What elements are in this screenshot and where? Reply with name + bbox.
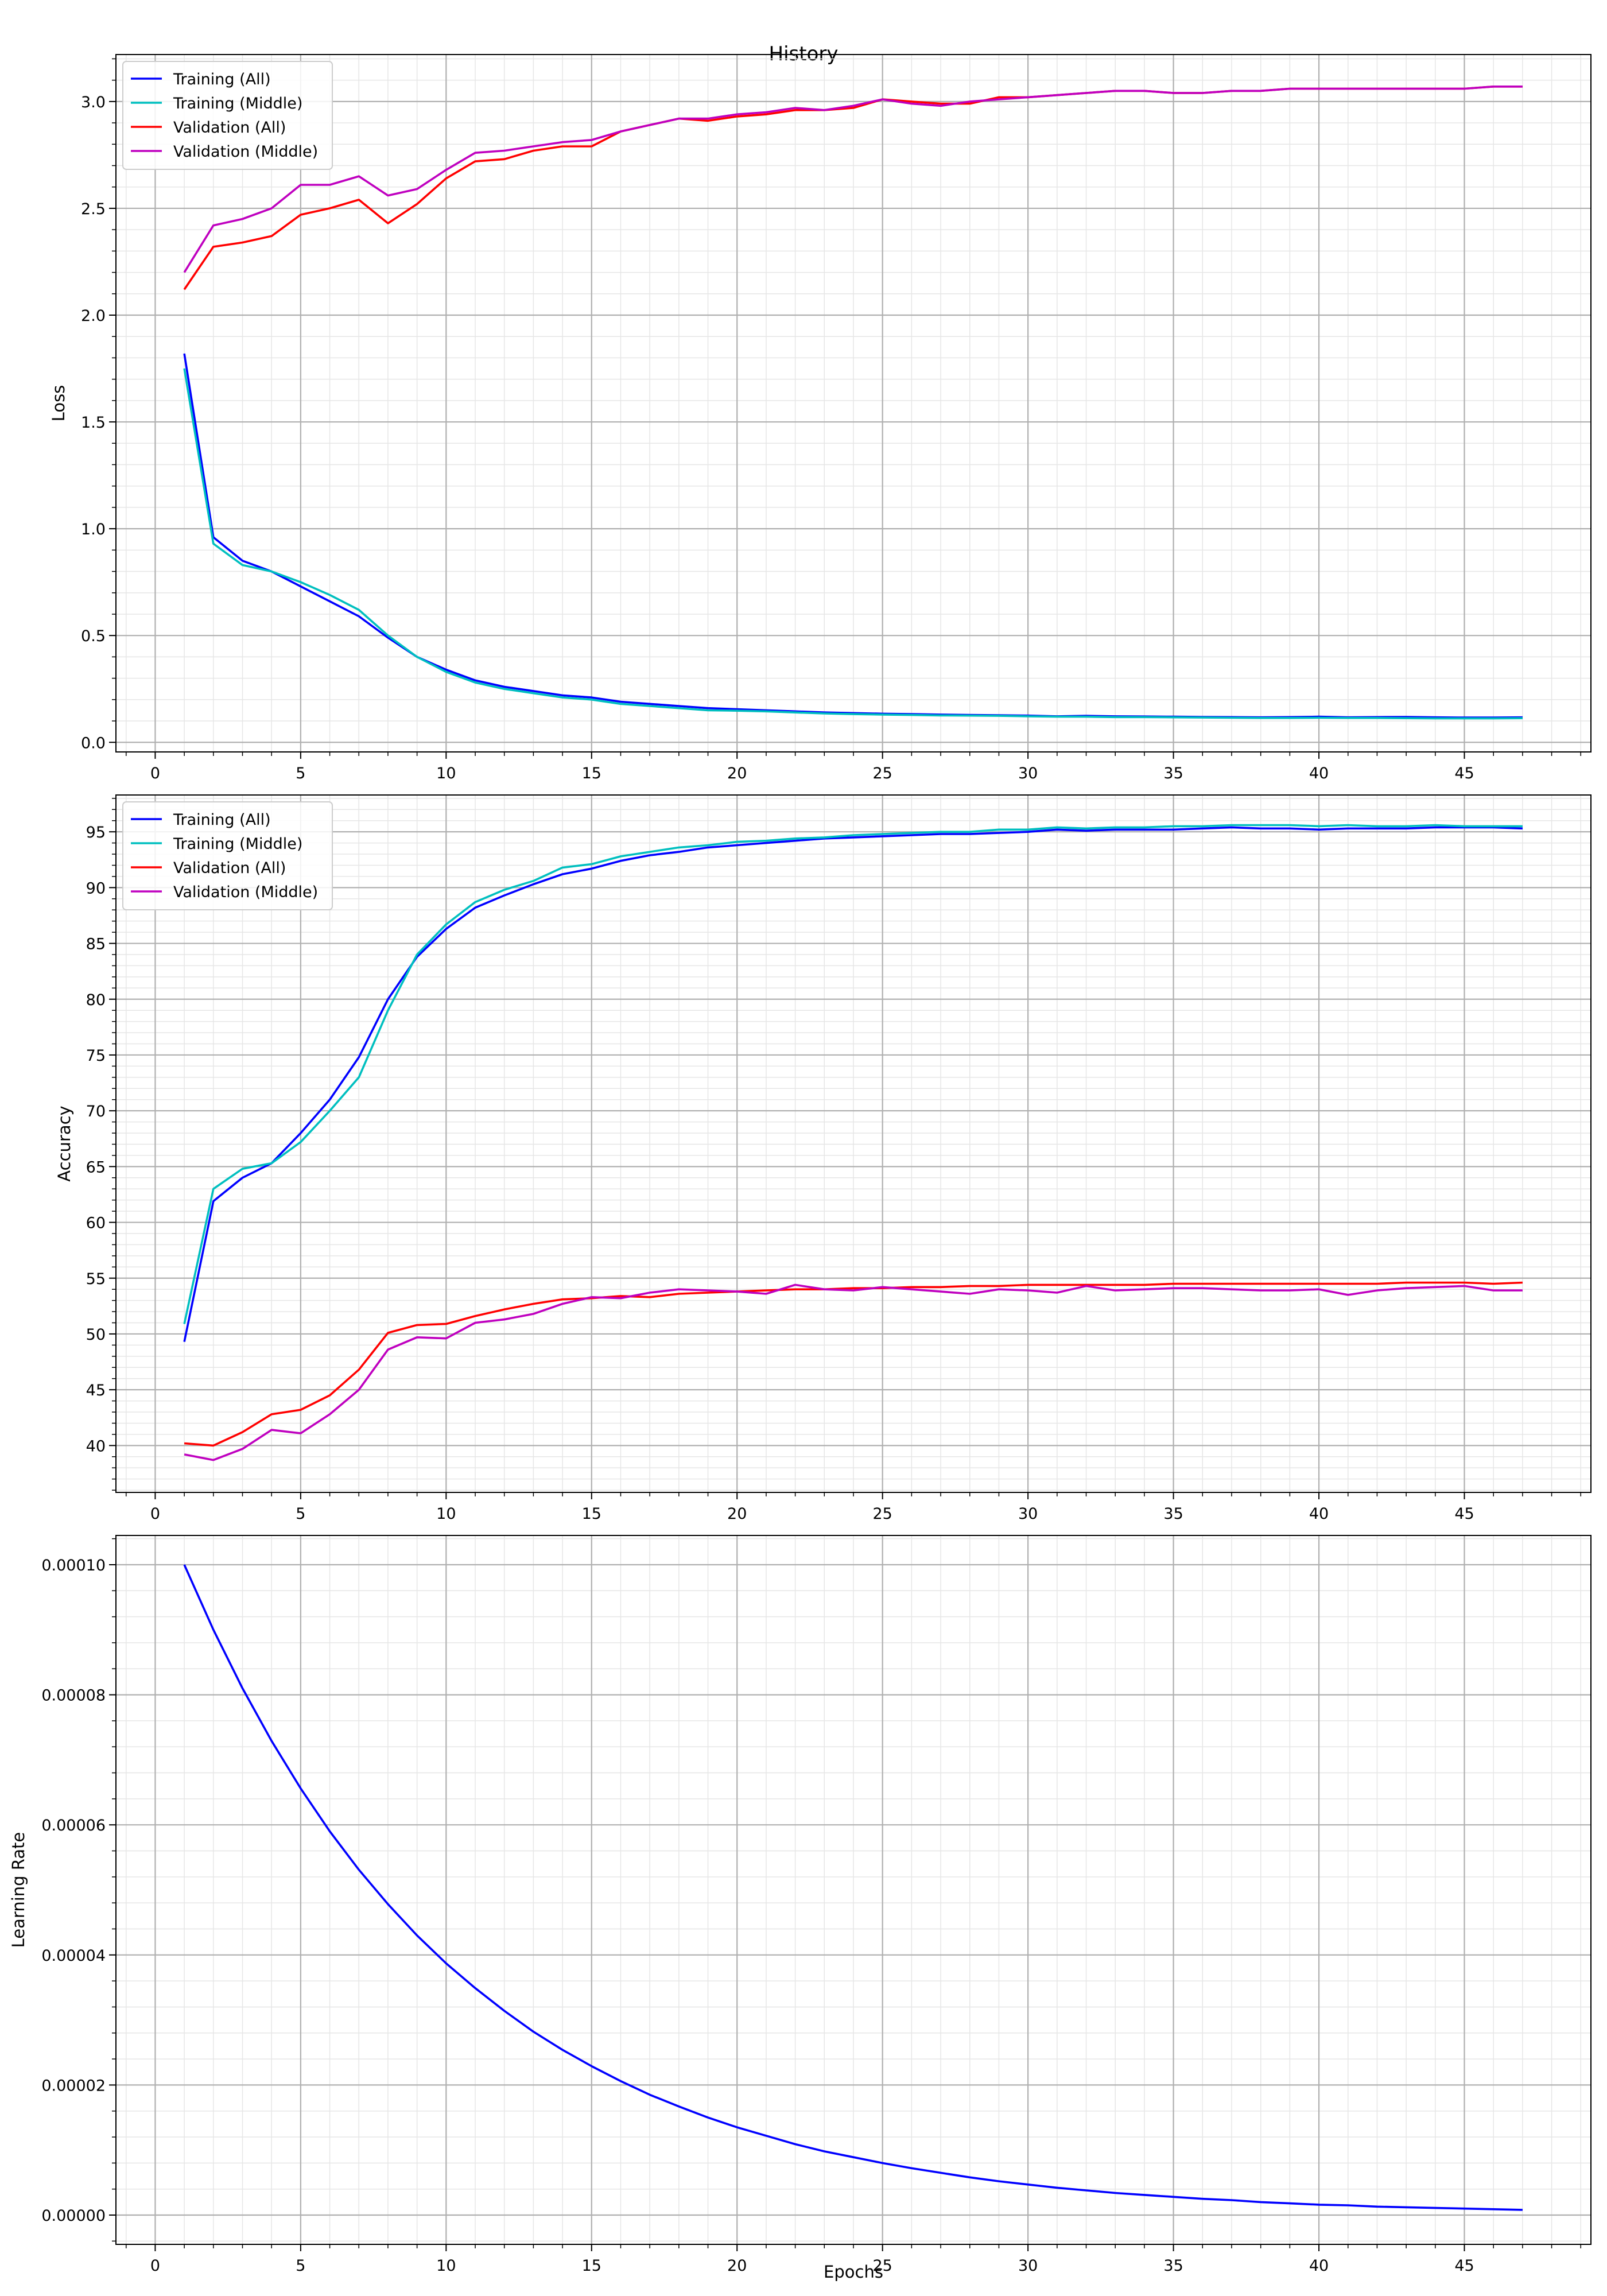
x-tick-label: 20 xyxy=(727,1505,747,1523)
y-tick-label: 0.00002 xyxy=(41,2077,106,2095)
x-tick-label: 10 xyxy=(436,765,456,782)
plot-frame xyxy=(115,54,1592,753)
y-tick-label: 0.00004 xyxy=(41,1947,106,1965)
legend: Training (All) Training (Middle) Validatio… xyxy=(122,801,333,910)
x-tick-label: 20 xyxy=(727,2257,747,2275)
x-tick-label: 45 xyxy=(1454,2257,1474,2275)
chart-panels: 0 5 10 15 20 25 30 35 40 45 0.0 0.5 1.0 1.5 2.0 2.5 3.0 L… xyxy=(9,54,1592,2275)
y-tick-label: 3.0 xyxy=(81,94,106,111)
x-tick-label: 30 xyxy=(1018,2257,1038,2275)
y-tick-label: 40 xyxy=(86,1437,106,1455)
chart-panel-1: 0 5 10 15 20 25 30 35 40 45 0.0 0.5 1.0 1.5 2.0 2.5 3.0 L… xyxy=(49,54,1592,782)
x-tick-label: 15 xyxy=(582,765,601,782)
series-line-validation-middle xyxy=(183,86,1523,273)
legend-label: Validation (All) xyxy=(173,859,286,877)
y-tick-label: 85 xyxy=(86,936,106,953)
series-line-validation-all xyxy=(184,1281,1523,1447)
y-tick-label: 1.5 xyxy=(81,414,106,432)
x-tick-label: 0 xyxy=(150,1505,160,1523)
x-tick-label: 25 xyxy=(873,2257,892,2275)
legend: Training (All) Training (Middle) Validatio… xyxy=(122,61,333,170)
x-tick-label: 40 xyxy=(1309,2257,1329,2275)
legend-box xyxy=(122,61,333,170)
legend-box xyxy=(122,801,333,910)
x-tick-label: 5 xyxy=(296,765,305,782)
y-tick-label: 50 xyxy=(86,1326,106,1344)
x-tick-label: 35 xyxy=(1163,2257,1183,2275)
plot-frame xyxy=(115,794,1592,1493)
y-tick-label: 0.5 xyxy=(81,627,106,645)
x-tick-label: 35 xyxy=(1163,1505,1183,1523)
y-tick-label: 0.00006 xyxy=(41,1817,106,1835)
y-tick-label: 0.00008 xyxy=(41,1687,106,1705)
x-tick-label: 25 xyxy=(873,765,892,782)
y-tick-label: 90 xyxy=(86,879,106,897)
x-tick-label: 45 xyxy=(1454,765,1474,782)
legend-label: Training (All) xyxy=(173,71,271,88)
x-tick-label: 10 xyxy=(436,1505,456,1523)
y-tick-label: 45 xyxy=(86,1382,106,1399)
y-tick-label: 65 xyxy=(86,1158,106,1176)
y-tick-label: 2.5 xyxy=(81,200,106,218)
x-tick-label: 40 xyxy=(1309,1505,1329,1523)
y-tick-label: 0.0 xyxy=(81,734,106,752)
x-axis-label: Epochs xyxy=(824,2262,883,2282)
y-axis-label: Accuracy xyxy=(55,1106,74,1181)
legend-label: Training (Middle) xyxy=(173,95,302,113)
y-tick-label: 80 xyxy=(86,991,106,1009)
x-tick-label: 15 xyxy=(582,2257,601,2275)
series-line-training-middle xyxy=(183,368,1523,720)
y-tick-label: 2.0 xyxy=(81,307,106,325)
series-line-learning-rate xyxy=(183,1564,1523,2211)
x-tick-label: 25 xyxy=(873,1505,892,1523)
x-tick-label: 5 xyxy=(296,2257,305,2275)
legend-label: Validation (All) xyxy=(173,119,286,137)
x-tick-label: 40 xyxy=(1309,765,1329,782)
y-tick-label: 55 xyxy=(86,1270,106,1288)
y-axis-label: Loss xyxy=(49,385,68,422)
x-tick-label: 15 xyxy=(582,1505,601,1523)
chart-panel-2: 0 5 10 15 20 25 30 35 40 45 40 45 50 55 60 65 70 75 80 85 90… xyxy=(55,794,1592,1523)
y-tick-label: 1.0 xyxy=(81,521,106,538)
y-tick-label: 0.00000 xyxy=(41,2207,106,2225)
chart-panel-3: 0 5 10 15 20 25 30 35 40 45 0.00000 0.00002 0.00004 0… xyxy=(9,1535,1592,2275)
legend-label: Training (All) xyxy=(173,811,271,829)
x-tick-label: 45 xyxy=(1454,1505,1474,1523)
x-tick-label: 5 xyxy=(296,1505,305,1523)
plot-frame xyxy=(115,1535,1592,2245)
x-tick-label: 20 xyxy=(727,765,747,782)
series-line-validation-middle xyxy=(184,1283,1523,1461)
y-tick-label: 70 xyxy=(86,1103,106,1120)
series-line-training-middle xyxy=(183,824,1523,1324)
legend-label: Validation (Middle) xyxy=(173,883,318,901)
legend-label: Validation (Middle) xyxy=(173,143,318,161)
x-tick-label: 30 xyxy=(1018,765,1038,782)
x-tick-label: 30 xyxy=(1018,1505,1038,1523)
y-axis-label: Learning Rate xyxy=(9,1832,28,1948)
x-tick-label: 35 xyxy=(1163,765,1183,782)
y-tick-label: 75 xyxy=(86,1047,106,1065)
x-tick-label: 10 xyxy=(436,2257,456,2275)
y-tick-label: 95 xyxy=(86,824,106,841)
legend-label: Training (Middle) xyxy=(173,835,302,853)
y-tick-label: 60 xyxy=(86,1215,106,1232)
x-tick-label: 0 xyxy=(150,2257,160,2275)
x-tick-label: 0 xyxy=(150,765,160,782)
y-tick-label: 0.00010 xyxy=(41,1557,106,1574)
